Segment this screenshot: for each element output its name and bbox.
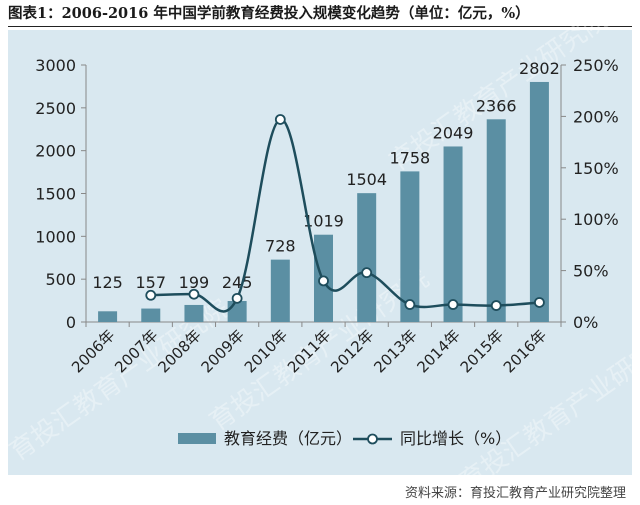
x-tick-label: 2006年 <box>68 326 118 376</box>
bar-data-label: 125 <box>92 273 123 292</box>
x-tick-label: 2009年 <box>198 326 248 376</box>
legend-line-label: 同比增长（%） <box>400 429 511 448</box>
bar <box>400 171 420 322</box>
y-tick-right-label: 100% <box>573 210 619 229</box>
y-tick-right-label: 0% <box>573 313 598 332</box>
y-tick-left-label: 1000 <box>35 227 76 246</box>
bar <box>141 308 161 322</box>
x-tick-label: 2012年 <box>327 326 377 376</box>
x-tick-label: 2011年 <box>284 326 334 376</box>
x-tick-label: 2015年 <box>457 326 507 376</box>
bar <box>357 193 377 322</box>
bar-data-label: 2802 <box>519 59 560 78</box>
growth-point <box>274 114 286 125</box>
bar <box>227 301 247 322</box>
chart-panel: 育投汇教育产业研究院 育投汇教育产业研究院 育投汇教育产业研究院 育投汇教育产业… <box>4 4 640 498</box>
growth-point <box>534 297 545 308</box>
x-tick-label: 2014年 <box>414 326 464 376</box>
growth-point <box>490 300 502 311</box>
bar-data-label: 245 <box>222 273 253 292</box>
growth-point <box>447 299 459 310</box>
x-tick-label: 2010年 <box>241 326 291 376</box>
bar-data-label: 1019 <box>303 212 344 231</box>
title-rule <box>8 26 632 27</box>
y-tick-left-label: 3000 <box>35 56 76 75</box>
bar-data-label: 199 <box>179 273 210 292</box>
legend-line-marker <box>367 433 378 445</box>
y-tick-right-label: 250% <box>573 56 619 75</box>
growth-point <box>318 275 329 287</box>
growth-point <box>188 288 200 300</box>
bar <box>529 81 549 322</box>
y-tick-left-label: 0 <box>66 313 76 332</box>
bar <box>270 259 290 322</box>
legend-bar-label: 教育经费（亿元） <box>224 429 352 448</box>
growth-point <box>361 267 373 279</box>
y-tick-right-label: 50% <box>573 262 609 281</box>
x-tick-label: 2008年 <box>154 326 204 376</box>
y-tick-left-label: 2500 <box>35 99 76 118</box>
y-tick-left-label: 500 <box>45 270 76 289</box>
bar-data-label: 1758 <box>390 148 431 167</box>
bar <box>486 119 506 322</box>
bar-data-label: 728 <box>265 237 296 256</box>
growth-point <box>231 292 243 304</box>
bar-data-label: 2366 <box>476 96 517 115</box>
y-tick-right-label: 150% <box>573 159 619 178</box>
legend-bar-swatch <box>178 433 216 444</box>
bar-data-label: 2049 <box>433 123 474 142</box>
y-tick-left-label: 1500 <box>35 185 76 204</box>
bar <box>443 146 463 322</box>
y-tick-left-label: 2000 <box>35 142 76 161</box>
growth-point <box>404 299 416 310</box>
bar <box>184 304 204 322</box>
y-tick-right-label: 200% <box>573 107 619 126</box>
x-tick-label: 2007年 <box>111 326 161 376</box>
source-note: 资料来源：育投汇教育产业研究院整理 <box>404 486 626 501</box>
chart-title: 图表1：2006-2016 年中国学前教育经费投入规模变化趋势（单位：亿元，%） <box>8 5 530 22</box>
bar <box>98 311 118 322</box>
combo-chart: 0 500 1000 1500 2000 2500 3000 0% 50% 100% 150% 200… <box>35 56 619 448</box>
growth-point <box>145 289 157 301</box>
bar-data-label: 157 <box>135 273 166 292</box>
x-tick-label: 2013年 <box>370 326 420 376</box>
x-tick-label: 2016年 <box>500 326 550 376</box>
bar-data-label: 1504 <box>346 170 387 189</box>
